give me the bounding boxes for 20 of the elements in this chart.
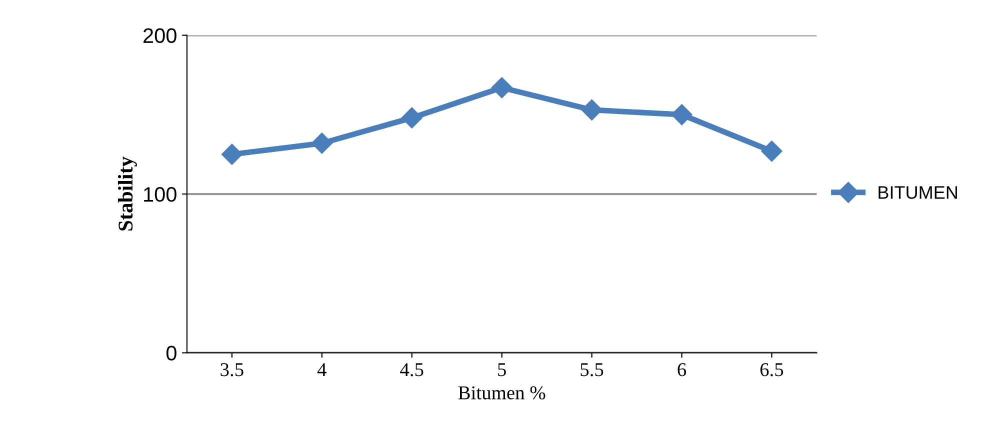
point: [671, 104, 692, 126]
x-tick-label: 6: [678, 363, 686, 376]
point: [581, 99, 602, 120]
x-tick-label: 3.5: [220, 363, 244, 376]
point: [491, 77, 512, 98]
x-tick-label: 5.5: [580, 363, 604, 376]
x-axis-title: Bitumen %: [458, 386, 546, 400]
point: [221, 144, 242, 165]
x-tick-label: 4.5: [400, 363, 424, 376]
point: [401, 107, 422, 128]
y-tick-label: 100: [144, 187, 176, 202]
x-tick-label: 4: [317, 363, 326, 376]
y-tick-label: 200: [144, 28, 176, 44]
point: [311, 132, 332, 154]
x-tick-label: 5: [498, 363, 506, 376]
legend-label: BITUMEN: [878, 186, 957, 199]
y-axis-title: Stability: [118, 156, 137, 231]
y-tick-label: 0: [166, 346, 176, 361]
point: [761, 140, 782, 162]
x-tick-label: 6.5: [760, 363, 784, 376]
